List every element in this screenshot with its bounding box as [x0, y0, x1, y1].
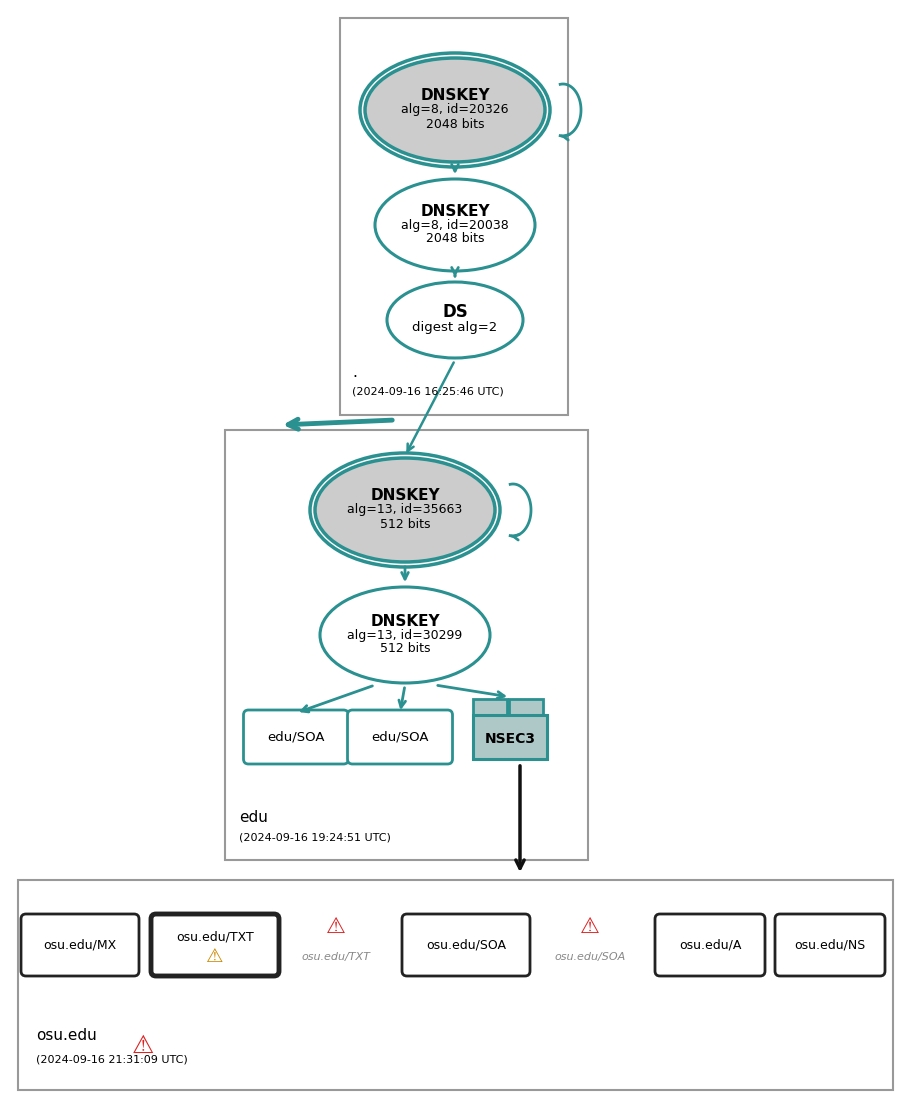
Text: DNSKEY: DNSKEY: [370, 489, 440, 503]
Ellipse shape: [387, 283, 523, 358]
Bar: [473, 715, 547, 759]
Text: DNSKEY: DNSKEY: [370, 614, 440, 628]
Text: .: .: [352, 365, 357, 380]
FancyBboxPatch shape: [243, 710, 349, 765]
FancyBboxPatch shape: [151, 914, 279, 976]
Text: DNSKEY: DNSKEY: [420, 204, 490, 218]
Bar: [18, 880, 893, 1090]
Ellipse shape: [365, 58, 545, 162]
FancyBboxPatch shape: [347, 710, 453, 765]
Text: osu.edu/SOA: osu.edu/SOA: [555, 952, 626, 962]
Text: DNSKEY: DNSKEY: [420, 89, 490, 103]
Text: alg=8, id=20038: alg=8, id=20038: [401, 218, 509, 232]
Text: alg=8, id=20326: alg=8, id=20326: [401, 103, 508, 116]
Text: edu/SOA: edu/SOA: [267, 730, 324, 743]
Text: 2048 bits: 2048 bits: [425, 233, 485, 246]
Bar: [340, 18, 568, 416]
Text: NSEC3: NSEC3: [485, 732, 536, 746]
Ellipse shape: [320, 587, 490, 683]
Text: 512 bits: 512 bits: [380, 517, 430, 531]
Text: 2048 bits: 2048 bits: [425, 117, 485, 131]
Text: (2024-09-16 19:24:51 UTC): (2024-09-16 19:24:51 UTC): [239, 832, 391, 842]
Text: alg=13, id=35663: alg=13, id=35663: [347, 503, 463, 516]
Bar: [473, 699, 507, 715]
Text: edu: edu: [239, 810, 268, 825]
FancyBboxPatch shape: [655, 914, 765, 976]
Text: ⚠: ⚠: [132, 1034, 154, 1058]
Text: osu.edu/MX: osu.edu/MX: [44, 938, 117, 952]
Text: ⚠: ⚠: [326, 917, 346, 937]
Text: ⚠: ⚠: [206, 947, 224, 966]
Text: osu.edu/A: osu.edu/A: [679, 938, 742, 952]
Text: edu/SOA: edu/SOA: [372, 730, 429, 743]
Text: alg=13, id=30299: alg=13, id=30299: [347, 628, 463, 642]
Text: osu.edu/TXT: osu.edu/TXT: [302, 952, 371, 962]
Text: digest alg=2: digest alg=2: [413, 321, 497, 335]
Text: osu.edu/NS: osu.edu/NS: [794, 938, 865, 952]
Bar: [225, 430, 588, 860]
Text: osu.edu/TXT: osu.edu/TXT: [176, 931, 254, 944]
Bar: [509, 699, 543, 715]
FancyBboxPatch shape: [775, 914, 885, 976]
FancyBboxPatch shape: [402, 914, 530, 976]
Text: 512 bits: 512 bits: [380, 643, 430, 656]
Text: osu.edu/SOA: osu.edu/SOA: [426, 938, 506, 952]
FancyBboxPatch shape: [21, 914, 139, 976]
Text: DS: DS: [442, 302, 468, 321]
Ellipse shape: [375, 179, 535, 271]
Text: ⚠: ⚠: [580, 917, 600, 937]
Text: osu.edu: osu.edu: [36, 1028, 97, 1043]
Text: (2024-09-16 16:25:46 UTC): (2024-09-16 16:25:46 UTC): [352, 387, 504, 397]
Text: (2024-09-16 21:31:09 UTC): (2024-09-16 21:31:09 UTC): [36, 1054, 188, 1064]
Ellipse shape: [315, 458, 495, 562]
